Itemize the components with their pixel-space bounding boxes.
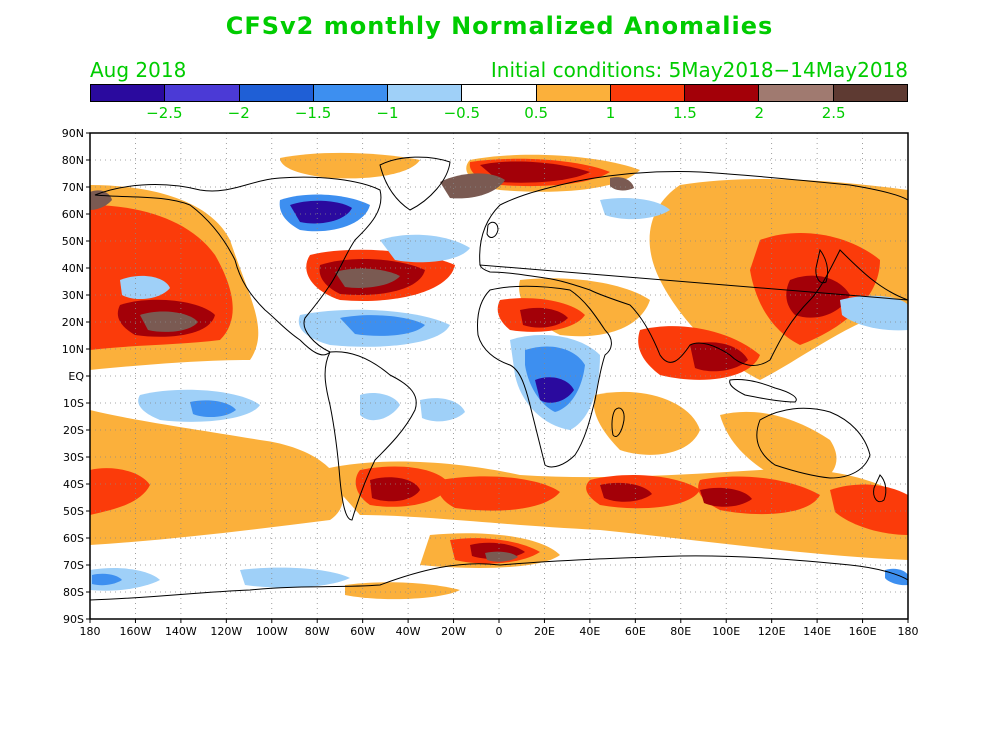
longitude-label: 20W	[441, 625, 466, 638]
colorbar-swatch	[610, 85, 686, 101]
coastline-uk	[486, 221, 499, 238]
latitude-label: 30S	[63, 451, 84, 464]
longitude-label: 120E	[758, 625, 786, 638]
page-title: CFSv2 monthly Normalized Anomalies	[225, 12, 774, 40]
longitude-label: 180	[898, 625, 919, 638]
longitude-label: 180	[80, 625, 101, 638]
colorbar-label: 1	[605, 104, 616, 122]
latitude-label: EQ	[68, 370, 84, 383]
latitude-label: 40S	[63, 478, 84, 491]
colorbar-swatch	[536, 85, 611, 101]
latitude-label: 40N	[62, 262, 84, 275]
latitude-label: 80S	[63, 586, 84, 599]
longitude-label: 60W	[350, 625, 375, 638]
longitude-label: 140W	[165, 625, 197, 638]
colorbar-swatch	[388, 85, 463, 101]
colorbar	[90, 84, 908, 102]
longitude-label: 100E	[712, 625, 740, 638]
longitude-labels: 180 160W 140W 120W 100W 80W 60W 40W 20W 0 20E 40E 60…	[80, 625, 919, 638]
colorbar-swatch	[239, 85, 314, 101]
longitude-label: 0	[496, 625, 503, 638]
latitude-label: 90N	[62, 127, 84, 140]
latitude-label: 60S	[63, 532, 84, 545]
longitude-label: 40W	[396, 625, 421, 638]
longitude-label: 100W	[256, 625, 288, 638]
coastline-greenland	[379, 156, 451, 211]
coastline-japan	[815, 248, 829, 284]
colorbar-swatch	[165, 85, 240, 101]
longitude-label: 60E	[625, 625, 646, 638]
colorbar-swatch	[759, 85, 834, 101]
latitude-label: 80N	[62, 154, 84, 167]
coastline-indonesia	[729, 379, 797, 403]
axis-ticks	[86, 132, 909, 623]
coastline-europe-asia	[479, 171, 908, 366]
latitude-label: 10S	[63, 397, 84, 410]
latitude-label: 70S	[63, 559, 84, 572]
latitude-label: 10N	[62, 343, 84, 356]
latitude-label: 20S	[63, 424, 84, 437]
latitude-label: 30N	[62, 289, 84, 302]
forecast-month: Aug 2018	[90, 58, 187, 82]
colorbar-swatch	[313, 85, 389, 101]
colorbar-label: −1.5	[294, 104, 332, 122]
colorbar-swatch	[462, 85, 537, 101]
coastline-africa	[477, 285, 612, 468]
coastlines	[90, 156, 908, 601]
longitude-label: 160E	[849, 625, 877, 638]
initial-conditions: Initial conditions: 5May2018−14May2018	[490, 58, 908, 82]
colorbar-label: −1	[376, 104, 399, 122]
latitude-label: 60N	[62, 208, 84, 221]
coastline-antarctica	[90, 555, 908, 601]
colorbar-label: 2.5	[821, 104, 846, 122]
longitude-label: 140E	[803, 625, 831, 638]
graticule	[90, 133, 908, 619]
longitude-label: 120W	[210, 625, 242, 638]
coastline-new-zealand	[873, 474, 887, 503]
colorbar-label: −2	[227, 104, 250, 122]
colorbar-label: 2	[754, 104, 765, 122]
latitude-label: 90S	[63, 613, 84, 626]
colorbar-swatch	[833, 85, 907, 101]
colorbar-label: 1.5	[672, 104, 697, 122]
latitude-label: 50N	[62, 235, 84, 248]
latitude-labels: 90N 80N 70N 60N 50N 40N 30N 20N 10N EQ 10S 20S 30S 40…	[62, 127, 85, 626]
colorbar-label: −2.5	[146, 104, 183, 122]
colorbar-swatch	[685, 85, 760, 101]
colorbar-label: −0.5	[443, 104, 481, 122]
coastline-south-america	[324, 351, 417, 521]
coastline-madagascar	[611, 407, 625, 437]
longitude-label: 80W	[305, 625, 330, 638]
longitude-label: 80E	[670, 625, 691, 638]
coastline-australia	[756, 407, 871, 479]
longitude-label: 20E	[534, 625, 555, 638]
longitude-label: 160W	[120, 625, 152, 638]
colorbar-label: 0.5	[524, 104, 549, 122]
latitude-label: 50S	[63, 505, 84, 518]
longitude-label: 40E	[579, 625, 600, 638]
latitude-label: 70N	[62, 181, 84, 194]
latitude-label: 20N	[62, 316, 84, 329]
coastline-north-america	[94, 176, 382, 356]
colorbar-swatch	[91, 85, 166, 101]
